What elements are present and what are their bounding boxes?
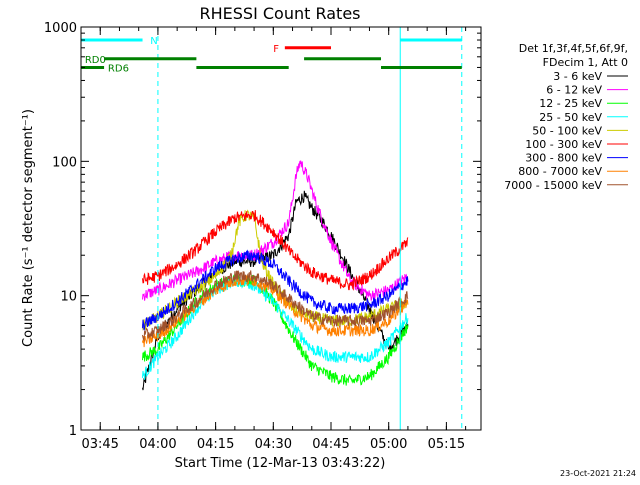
annotation-label-rd6: RD6 — [108, 63, 129, 74]
x-tick-label: 03:45 — [81, 437, 118, 452]
y-tick-label: 1000 — [44, 21, 77, 36]
x-tick-label: 04:00 — [139, 437, 176, 452]
y-tick-label: 10 — [60, 290, 77, 305]
x-tick-label: 04:30 — [255, 437, 292, 452]
y-axis-label: Count Rate (s⁻¹ detector segment⁻¹) — [21, 109, 36, 347]
series-line-7000-15000-kev — [142, 269, 409, 343]
series-line-100-300-kev — [142, 210, 409, 291]
legend: Det 1f,3f,4f,5f,6f,9f, FDecim 1, Att 0 3… — [504, 42, 628, 192]
legend-label-50-100-kev: 50 - 100 keV — [532, 124, 602, 137]
series-line-25-50-kev — [142, 274, 409, 380]
legend-header-line-2: FDecim 1, Att 0 — [543, 56, 628, 69]
series-line-300-800-kev — [142, 249, 409, 331]
ticks-group: 03:45 04:00 04:15 04:30 04:45 05:00 05:15 1 10 10… — [44, 21, 481, 452]
legend-label-300-800-kev: 300 - 800 keV — [525, 152, 602, 165]
annotation-label-n: N — [150, 36, 157, 47]
legend-label-6-12-kev: 6 - 12 keV — [546, 84, 602, 97]
x-tick-label: 05:00 — [370, 437, 407, 452]
legend-label-100-300-kev: 100 - 300 keV — [525, 138, 602, 151]
legend-label-800-7000-kev: 800 - 7000 keV — [518, 165, 602, 178]
x-tick-label: 04:45 — [312, 437, 349, 452]
chart-title: RHESSI Count Rates — [200, 4, 361, 23]
axes-group — [80, 26, 482, 431]
series-group — [142, 160, 409, 391]
y-tick-label: 100 — [52, 155, 77, 170]
annotation-label-rd0: RD0 — [85, 55, 106, 66]
timestamp: 23-Oct-2021 21:24 — [560, 469, 636, 478]
legend-label-3-6-kev: 3 - 6 keV — [553, 70, 602, 83]
legend-label-25-50-kev: 25 - 50 keV — [539, 111, 602, 124]
x-axis-label: Start Time (12-Mar-13 03:43:22) — [175, 456, 386, 471]
x-tick-label: 05:15 — [428, 437, 465, 452]
series-line-6-12-kev — [142, 160, 408, 301]
plot-frame — [80, 26, 482, 431]
legend-label-7000-15000-kev: 7000 - 15000 keV — [504, 179, 602, 192]
legend-header-line-1: Det 1f,3f,4f,5f,6f,9f, — [519, 42, 628, 55]
x-tick-label: 04:15 — [197, 437, 234, 452]
y-tick-label: 1 — [69, 424, 77, 439]
annotation-label-f: F — [273, 44, 279, 55]
legend-label-12-25-kev: 12 - 25 keV — [539, 97, 602, 110]
series-line-3-6-kev — [142, 190, 409, 391]
